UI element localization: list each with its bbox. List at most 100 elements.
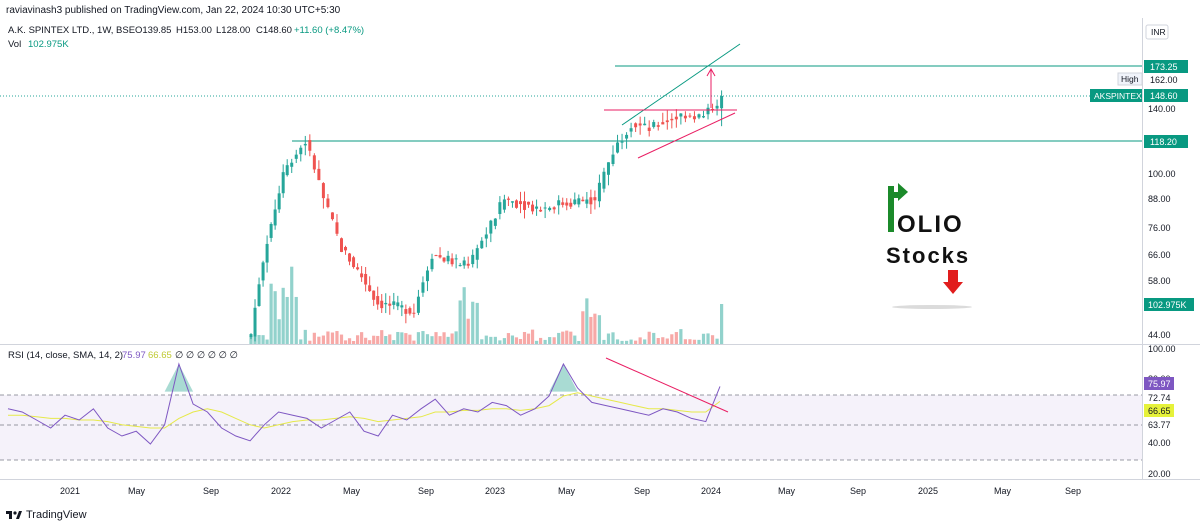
volume-bar (269, 283, 273, 344)
volume-bar (273, 291, 277, 344)
volume-bar (615, 339, 620, 344)
time-axis[interactable]: 2021 May Sep 2022 May Sep 2023 May Sep 2… (60, 486, 1081, 496)
candle-body (404, 309, 408, 314)
candle-body (277, 193, 281, 210)
candle-body (344, 247, 348, 251)
rsi-legend-zeros: ∅ ∅ ∅ ∅ ∅ ∅ (175, 350, 238, 361)
volume-bar (530, 329, 535, 344)
candle-body (679, 113, 683, 117)
tradingview-logo[interactable]: TradingView (6, 509, 87, 521)
time-tick: 2025 (918, 486, 938, 496)
level-lower-tag[interactable] (1144, 135, 1188, 148)
rsi-legend[interactable]: RSI (14, close, SMA, 14, 2) (8, 350, 123, 361)
price-tick: 100.00 (1148, 169, 1176, 179)
candle-body (484, 234, 488, 239)
candle-body (257, 284, 261, 306)
volume-bar (561, 331, 565, 344)
rsi-band-lower (0, 425, 1142, 460)
volume-bar (522, 331, 527, 344)
volume-bar (416, 332, 421, 344)
volume-bar (701, 333, 706, 344)
publisher-line: raviavinash3 published on TradingView.co… (6, 5, 341, 16)
candle-body (396, 302, 400, 307)
ohlc-open: O139.85 (135, 25, 171, 36)
volume-bar (285, 296, 289, 344)
trendline-channel-top[interactable] (621, 43, 741, 126)
volume-bar (265, 339, 269, 344)
volume-bar (692, 339, 697, 344)
candle-body (372, 290, 376, 300)
volume-bar (458, 300, 462, 344)
chart-canvas[interactable]: A.K. SPINTEX LTD., 1W, BSE O139.85 H153.… (0, 0, 1200, 504)
volume-bar (502, 338, 506, 344)
price-tick: 58.00 (1148, 276, 1171, 286)
volume-bar (679, 329, 683, 344)
currency-button[interactable] (1145, 24, 1169, 40)
candle-body (498, 202, 502, 214)
candle-body (392, 301, 396, 305)
volume-bar (670, 334, 674, 344)
volume-bars (249, 266, 724, 344)
rsi-overbought-fill (164, 364, 578, 392)
candle-body (356, 267, 360, 270)
volume-bar (624, 340, 629, 344)
volume-bar (281, 287, 285, 344)
candle-body (425, 270, 429, 282)
candle-body (706, 107, 710, 115)
rsi-band-upper (0, 395, 1142, 425)
volume-bar (480, 339, 484, 344)
volume-tag-text: 102.975K (1148, 300, 1187, 310)
rsi-sma-tag-text: 66.65 (1148, 406, 1171, 416)
candle-body (412, 312, 416, 314)
volume-bar (421, 331, 425, 344)
volume-bar (475, 302, 479, 344)
volume-bar (518, 338, 523, 344)
candle-body (697, 114, 701, 118)
ohlc-high: H153.00 (176, 25, 212, 36)
volume-bar (652, 332, 656, 344)
candle-body (573, 199, 577, 205)
candle-body (303, 143, 307, 146)
volume-bar (308, 340, 312, 344)
trendline-channel-bottom[interactable] (637, 112, 736, 159)
candle-body (368, 285, 372, 292)
candle-body (430, 258, 434, 270)
price-pane[interactable] (0, 18, 1142, 344)
volume-bar (552, 337, 556, 344)
candle-body (506, 198, 510, 200)
volume-bar (489, 336, 493, 344)
time-tick: 2022 (271, 486, 291, 496)
candle-body (299, 147, 303, 155)
rsi-sma-line (8, 392, 721, 429)
volume-bar (539, 337, 543, 344)
symbol-title[interactable]: A.K. SPINTEX LTD., 1W, BSE (8, 25, 135, 36)
candle-body (489, 220, 493, 234)
volume-bar (577, 340, 581, 344)
volume-bar (446, 336, 450, 344)
volume-bar (412, 340, 416, 344)
candle-body (480, 240, 484, 249)
candle-body (656, 125, 660, 127)
rsi-trendline[interactable] (605, 357, 729, 413)
last-price-tag[interactable] (1144, 89, 1188, 102)
volume-bar (466, 318, 470, 344)
level-upper-tag[interactable] (1144, 60, 1188, 73)
volume-bar (498, 340, 502, 344)
candle-body (581, 199, 585, 202)
volume-bar (593, 313, 597, 344)
rsi-tick: 72.74 (1148, 393, 1171, 403)
candle-body (450, 258, 454, 265)
volume-bar (683, 339, 687, 344)
volume-bar (510, 335, 515, 344)
candle-body (360, 273, 364, 278)
volume-bar (665, 338, 669, 344)
candle-body (535, 206, 539, 209)
volume-bar (347, 338, 352, 344)
volume-bar (697, 339, 701, 344)
candle-body (502, 199, 506, 210)
candle-body (421, 282, 425, 293)
candle-body (466, 263, 470, 266)
rsi-tick: 63.77 (1148, 420, 1171, 430)
volume-bar (430, 336, 434, 344)
high-label: High (1121, 74, 1139, 84)
